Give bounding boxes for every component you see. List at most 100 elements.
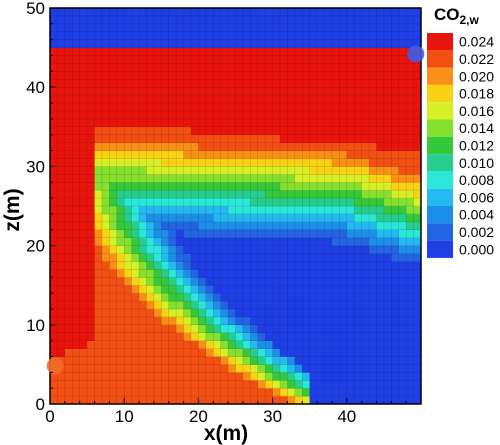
heatmap-cell — [168, 340, 177, 349]
heatmap-cell — [176, 71, 184, 80]
heatmap-cell — [361, 63, 370, 72]
heatmap-cell — [220, 388, 229, 397]
legend-swatch — [427, 119, 453, 137]
heatmap-cell — [205, 316, 214, 326]
heatmap-cell — [369, 332, 377, 341]
heatmap-cell — [272, 182, 281, 191]
heatmap-cell — [153, 324, 162, 334]
heatmap-cell — [369, 396, 377, 405]
heatmap-cell — [406, 95, 414, 104]
heatmap-cell — [406, 71, 414, 80]
heatmap-cell — [109, 110, 118, 120]
heatmap-cell — [131, 388, 140, 397]
heatmap-cell — [257, 95, 266, 104]
heatmap-cell — [168, 182, 177, 191]
heatmap-cell — [272, 15, 281, 25]
heatmap-cell — [50, 103, 58, 112]
heatmap-cell — [324, 213, 333, 223]
heatmap-cell — [391, 87, 400, 96]
heatmap-cell — [398, 198, 407, 207]
heatmap-cell — [391, 150, 400, 159]
heatmap-cell — [139, 190, 147, 199]
heatmap-cell — [272, 380, 281, 389]
heatmap-cell — [198, 396, 207, 405]
heatmap-cell — [205, 324, 214, 334]
heatmap-cell — [317, 324, 325, 334]
heatmap-cell — [272, 332, 281, 341]
heatmap-cell — [153, 245, 162, 254]
heatmap-cell — [354, 31, 362, 40]
heatmap-cell — [94, 237, 103, 246]
heatmap-cell — [79, 134, 88, 143]
heatmap-cell — [309, 237, 318, 246]
heatmap-cell — [94, 269, 103, 278]
heatmap-cell — [398, 55, 407, 64]
heatmap-cell — [235, 332, 244, 341]
heatmap-cell — [101, 332, 110, 341]
heatmap-cell — [161, 316, 170, 326]
heatmap-cell — [168, 253, 177, 262]
heatmap-cell — [168, 372, 177, 381]
heatmap-cell — [250, 245, 259, 254]
heatmap-cell — [354, 47, 362, 56]
heatmap-cell — [139, 221, 147, 231]
heatmap-cell — [317, 372, 325, 381]
heatmap-cell — [369, 31, 377, 40]
heatmap-cell — [220, 110, 229, 120]
heatmap-cell — [339, 126, 348, 136]
heatmap-cell — [72, 174, 80, 183]
heatmap-cell — [131, 261, 140, 270]
heatmap-cell — [331, 8, 340, 17]
heatmap-cell — [101, 269, 110, 278]
heatmap-cell — [265, 277, 273, 286]
heatmap-cell — [153, 47, 162, 56]
heatmap-cell — [146, 285, 155, 294]
heatmap-cell — [146, 308, 155, 318]
heatmap-cell — [146, 213, 155, 223]
heatmap-cell — [257, 110, 266, 120]
heatmap-cell — [331, 31, 340, 40]
heatmap-cell — [383, 380, 392, 389]
heatmap-cell — [57, 8, 66, 17]
heatmap-cell — [250, 55, 259, 64]
heatmap-cell — [64, 134, 73, 143]
heatmap-cell — [57, 229, 66, 238]
heatmap-cell — [220, 229, 229, 238]
heatmap-cell — [198, 229, 207, 238]
heatmap-cell — [346, 158, 355, 167]
legend-swatch — [427, 136, 453, 155]
heatmap-cell — [324, 79, 333, 88]
heatmap-cell — [361, 31, 370, 40]
heatmap-cell — [398, 8, 407, 17]
heatmap-cell — [346, 388, 355, 397]
heatmap-cell — [176, 388, 184, 397]
heatmap-cell — [190, 356, 199, 365]
heatmap-cell — [131, 95, 140, 104]
heatmap-cell — [331, 213, 340, 223]
heatmap-cell — [272, 166, 281, 175]
heatmap-cell — [302, 206, 310, 215]
heatmap-cell — [168, 79, 177, 88]
heatmap-cell — [242, 55, 251, 64]
heatmap-cell — [361, 372, 370, 381]
heatmap-cell — [369, 348, 377, 357]
heatmap-cell — [242, 134, 251, 143]
heatmap-cell — [87, 364, 95, 373]
heatmap-cell — [101, 47, 110, 56]
heatmap-cell — [324, 277, 333, 286]
heatmap-cell — [302, 87, 310, 96]
heatmap-cell — [94, 213, 103, 223]
heatmap-cell — [324, 388, 333, 397]
heatmap-cell — [287, 174, 296, 183]
heatmap-cell — [72, 142, 80, 151]
heatmap-cell — [413, 134, 422, 143]
heatmap-cell — [302, 261, 310, 270]
heatmap-cell — [72, 253, 80, 262]
heatmap-cell — [50, 174, 58, 183]
heatmap-cell — [324, 150, 333, 159]
heatmap-cell — [139, 316, 147, 326]
heatmap-cell — [309, 23, 318, 33]
heatmap-cell — [124, 23, 132, 33]
heatmap-cell — [413, 285, 422, 294]
heatmap-cell — [50, 332, 58, 341]
